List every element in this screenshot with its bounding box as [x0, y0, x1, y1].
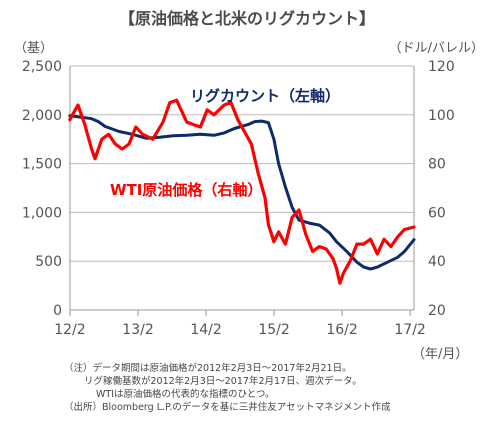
- axes: [69, 66, 415, 316]
- left-tick-label: 1,500: [22, 157, 62, 173]
- x-tick-label: 12/2: [54, 322, 85, 338]
- wti-price-line: [68, 98, 416, 285]
- left-tick-label: 500: [35, 254, 62, 270]
- x-tick-label: 16/2: [326, 322, 357, 338]
- x-tick-label: 13/2: [122, 322, 153, 338]
- right-axis-unit: （ドル/バレル）: [389, 41, 484, 56]
- x-tick-label: 14/2: [190, 322, 221, 338]
- left-axis-unit: （基）: [14, 41, 53, 56]
- left-tick-label: 2,500: [22, 59, 62, 75]
- chart-title: 【原油価格と北米のリグカウント】: [119, 9, 375, 28]
- x-tick-label: 17/2: [394, 322, 425, 338]
- note-data-period: （注）データ期間は原油価格が2012年2月3日～2017年2月21日。: [64, 362, 352, 374]
- tick-labels: 0 500 1,000 1,500 2,000 2,500 20 40 60 80 100 120 12…: [22, 59, 455, 338]
- note-wti: WTIは原油価格の代表的な指標のひとつ。: [96, 388, 274, 400]
- left-tick-label: 0: [53, 303, 62, 319]
- right-tick-label: 20: [428, 303, 446, 319]
- note-rig-period: リグ稼働基数が2012年2月3日～2017年2月17日、週次データ。: [84, 375, 362, 387]
- right-tick-label: 60: [428, 205, 446, 221]
- note-source: （出所）Bloomberg L.P.のデータを基に三井住友アセットマネジメント作…: [64, 401, 391, 413]
- wti-series-label: WTI原油価格（右軸）: [110, 181, 262, 199]
- right-tick-label: 100: [428, 108, 455, 124]
- rig-count-line: [68, 114, 416, 271]
- x-axis-unit: （年/月）: [412, 347, 468, 362]
- right-tick-label: 80: [428, 157, 446, 173]
- x-tick-label: 15/2: [258, 322, 289, 338]
- rig-count-series-label: リグカウント（左軸）: [190, 87, 340, 105]
- series-lines: [68, 98, 416, 285]
- right-tick-label: 120: [428, 59, 455, 75]
- left-tick-label: 2,000: [22, 108, 62, 124]
- left-tick-label: 1,000: [22, 205, 62, 221]
- right-tick-label: 40: [428, 254, 446, 270]
